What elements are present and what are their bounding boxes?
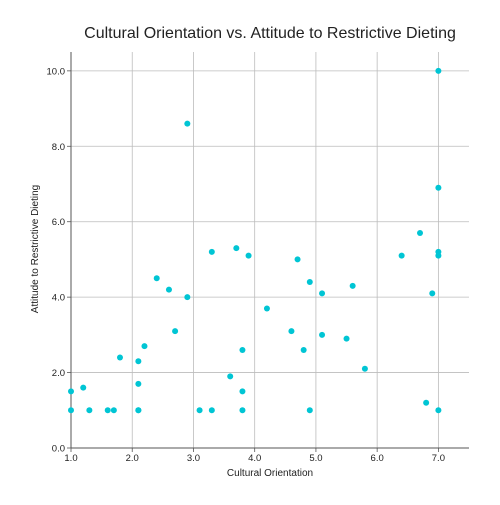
data-point [68, 407, 74, 414]
axes [67, 52, 469, 452]
data-point [429, 290, 436, 297]
x-tick-label: 7.0 [432, 453, 445, 464]
data-point [435, 252, 442, 259]
data-point [184, 294, 191, 301]
data-point [306, 407, 313, 414]
data-point [86, 407, 93, 414]
data-point [306, 279, 313, 286]
x-tick-label: 2.0 [126, 453, 139, 464]
y-tick-label: 6.0 [52, 217, 65, 228]
x-tick-label: 4.0 [248, 453, 261, 464]
x-tick-label: 6.0 [371, 453, 384, 464]
data-point [239, 407, 246, 414]
y-axis-title: Attitude to Restrictive Dieting [30, 185, 41, 313]
data-point [110, 407, 117, 414]
data-point [319, 331, 326, 338]
data-point [417, 230, 424, 237]
data-point [208, 407, 215, 414]
data-point [208, 248, 215, 255]
data-point [135, 380, 142, 387]
data-point [398, 252, 405, 259]
data-point [135, 358, 142, 365]
data-point [135, 407, 142, 414]
data-point [245, 252, 252, 259]
data-point [196, 407, 203, 414]
data-point [435, 67, 442, 74]
data-point [349, 282, 356, 289]
data-point [239, 388, 246, 395]
x-tick-label: 5.0 [309, 453, 322, 464]
data-point [68, 388, 74, 395]
data-point [423, 399, 430, 406]
y-tick-label: 10.0 [47, 66, 66, 77]
data-point [233, 245, 240, 252]
data-point [227, 373, 234, 380]
y-tick-label: 2.0 [52, 368, 65, 379]
data-point [116, 354, 123, 361]
data-point [263, 305, 270, 312]
data-point [184, 120, 191, 127]
tick-labels: 1.0 2.0 3.0 4.0 5.0 6.0 7.0 0.0 2.0 4.0 6.0 8.0 10.0 [47, 66, 445, 464]
data-point [361, 365, 368, 372]
chart-title: Cultural Orientation vs. Attitude to Res… [84, 25, 456, 42]
y-tick-label: 0.0 [52, 444, 65, 455]
data-point [104, 407, 111, 414]
y-tick-label: 4.0 [52, 293, 65, 304]
data-point [294, 256, 301, 263]
data-point [343, 335, 350, 342]
data-point [435, 184, 442, 191]
data-point [165, 286, 172, 293]
data-point [288, 328, 295, 335]
data-point [80, 384, 87, 391]
data-point [300, 346, 307, 353]
grid [71, 52, 469, 448]
data-point [319, 290, 326, 297]
data-point [172, 328, 179, 335]
y-tick-label: 8.0 [52, 142, 65, 153]
x-axis-title: Cultural Orientation [227, 468, 313, 479]
data-point [435, 407, 442, 414]
data-point [239, 346, 246, 353]
x-tick-label: 1.0 [64, 453, 77, 464]
data-point [141, 343, 148, 350]
x-tick-label: 3.0 [187, 453, 200, 464]
data-point [153, 275, 160, 282]
data-points [68, 67, 442, 414]
